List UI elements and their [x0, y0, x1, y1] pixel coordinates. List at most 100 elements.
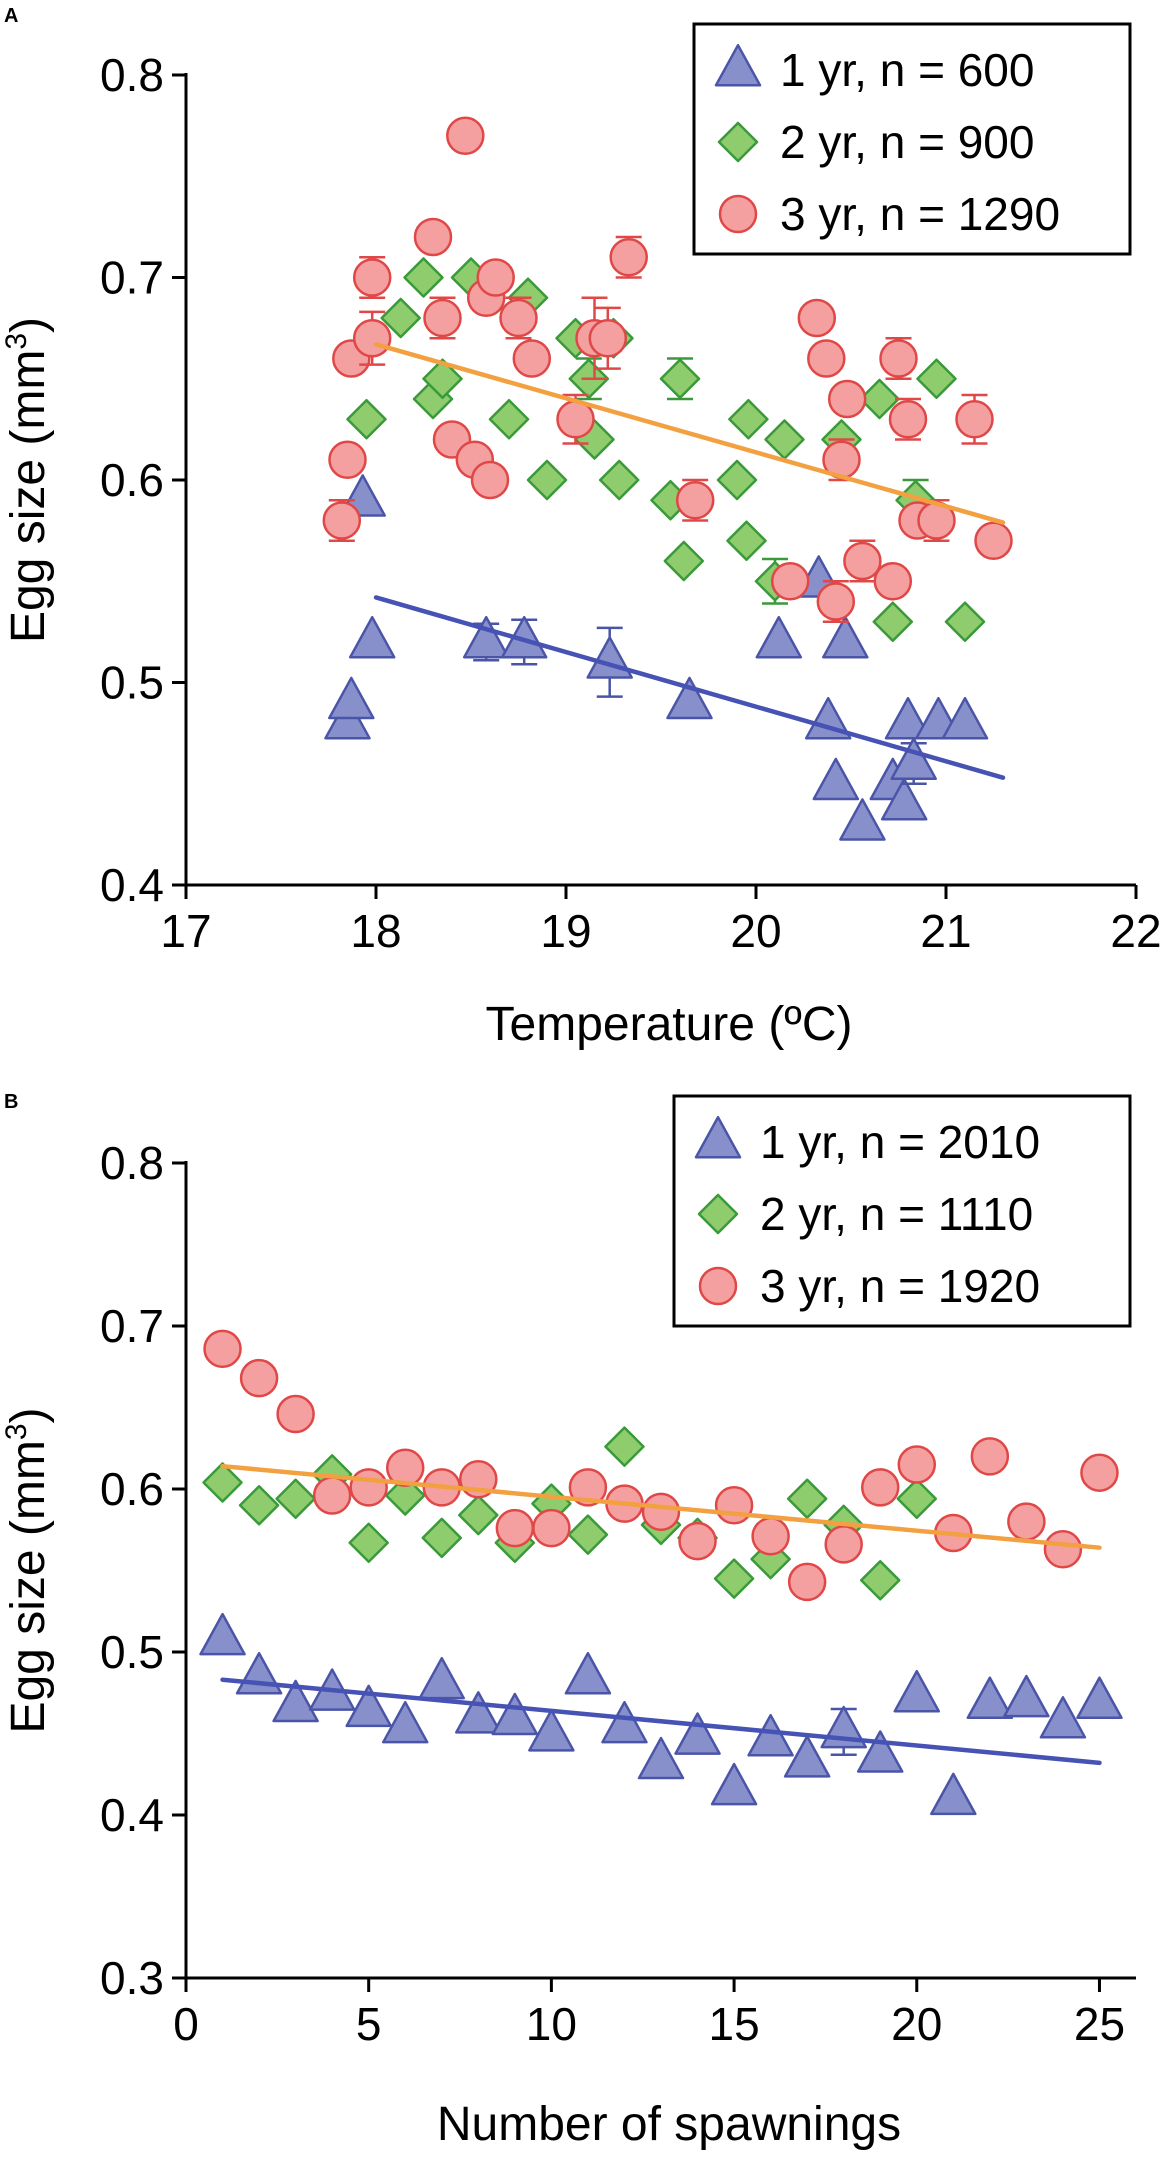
data-point-circle: [751, 1517, 790, 1556]
data-point-circle: [352, 258, 392, 297]
data-point-triangle: [710, 1762, 758, 1806]
data-point-circle: [385, 1448, 425, 1488]
data-point-circle: [860, 1468, 900, 1507]
legend-box: [692, 22, 1132, 256]
x-tick-label: 17: [160, 905, 211, 957]
data-point-circle: [532, 1508, 571, 1548]
panel-a: A 0.4 0.5 0.6 0.7 0.8 17 18 19 20 21 22 Temperature …: [0, 5, 1162, 1051]
x-tick-label: 15: [708, 1998, 759, 2050]
data-point-triangle: [528, 1709, 575, 1752]
y-tick-label: 0.3: [100, 1952, 164, 2004]
data-point-circle: [352, 319, 392, 358]
data-point-circle: [641, 1492, 681, 1532]
data-point-circle: [322, 501, 362, 540]
data-point-circle: [787, 1562, 827, 1602]
trend-line-1-yr: [220, 1677, 1102, 1766]
data-point-circle: [873, 562, 913, 601]
data-point-diamond: [604, 1426, 645, 1467]
data-point-triangle: [601, 1700, 648, 1744]
y-tick-label: 0.7: [100, 252, 164, 304]
data-point-circle: [714, 1486, 754, 1525]
data-point-circle: [588, 319, 628, 358]
y-axis-label-close: ): [2, 1407, 55, 1423]
data-point-circle: [609, 238, 648, 277]
data-point-circle: [897, 1445, 937, 1484]
data-point-triangle: [966, 1676, 1014, 1719]
data-point-triangle: [462, 615, 510, 659]
y-tick-label: 0.8: [100, 49, 164, 101]
data-point-diamond: [786, 1478, 828, 1520]
data-point-triangle: [839, 798, 886, 841]
x-tick-label: 18: [350, 905, 401, 957]
data-point-diamond: [380, 297, 421, 339]
data-point-triangle: [235, 1652, 283, 1695]
data-point-triangle: [804, 696, 852, 740]
data-point-triangle: [1076, 1676, 1123, 1719]
x-tick-label: 10: [526, 1998, 577, 2050]
panel-b: B 0.3 0.4 0.5 0.6 0.7 0.8 0 5 10 15 20 25 Number of s…: [0, 1091, 1136, 2151]
y-axis-label: Egg size (mm3): [0, 317, 55, 643]
data-point-diamond: [896, 1478, 938, 1520]
panel-label: A: [4, 5, 18, 27]
legend-marker-diamond: [697, 1193, 739, 1235]
data-point-circle: [203, 1329, 242, 1369]
data-point-triangle: [880, 777, 928, 821]
data-point-diamond: [488, 399, 530, 440]
data-point-circle: [770, 562, 810, 601]
data-point-circle: [1007, 1502, 1046, 1541]
data-point-triangle: [455, 1691, 502, 1734]
data-point-diamond: [458, 1494, 499, 1536]
data-point-diamond: [403, 257, 444, 298]
data-point-diamond: [859, 1560, 901, 1601]
data-point-diamond: [202, 1462, 243, 1503]
x-tick-label: 5: [356, 1998, 382, 2050]
data-point-triangle: [491, 1692, 539, 1736]
data-point-diamond: [238, 1485, 280, 1526]
data-point-diamond: [716, 459, 758, 501]
data-point-triangle: [884, 696, 932, 740]
data-point-diamond: [422, 358, 463, 399]
legend-label: 1 yr, n = 600: [780, 44, 1034, 96]
legend-label: 3 yr, n = 1920: [760, 1260, 1040, 1312]
data-point-circle: [312, 1476, 352, 1515]
x-tick-label: 20: [730, 905, 781, 957]
data-point-diamond: [663, 540, 705, 582]
data-point-circle: [499, 298, 538, 338]
y-axis-label-close: ): [2, 317, 55, 333]
series-1-yr: [324, 474, 989, 841]
data-point-triangle: [747, 1713, 794, 1757]
data-point-triangle: [381, 1700, 429, 1744]
series-2-yr: [202, 1426, 938, 1601]
data-point-circle: [955, 400, 994, 439]
y-tick-label: 0.6: [100, 454, 164, 506]
data-point-circle: [512, 339, 552, 378]
data-point-triangle: [637, 1736, 685, 1780]
y-tick-label: 0.8: [100, 1137, 164, 1189]
y-tick-label: 0.4: [100, 1789, 164, 1841]
data-point-triangle: [1003, 1674, 1050, 1718]
legend-marker-triangle: [714, 43, 762, 87]
legend-marker-circle: [698, 1266, 738, 1306]
data-point-diamond: [728, 399, 769, 440]
data-point-triangle: [272, 1679, 319, 1723]
data-point-triangle: [812, 757, 860, 801]
data-point-triangle: [893, 1669, 941, 1713]
data-point-circle: [807, 339, 846, 378]
legend: 1 yr, n = 2010 2 yr, n = 1110 3 yr, n = 19…: [672, 1094, 1132, 1328]
data-point-circle: [476, 258, 515, 297]
data-point-triangle: [856, 1730, 904, 1773]
data-point-triangle: [666, 676, 713, 720]
data-point-triangle: [674, 1712, 721, 1755]
data-point-circle: [470, 460, 510, 500]
data-point-diamond: [598, 459, 640, 501]
data-point-diamond: [944, 601, 986, 642]
x-tick-label: 21: [920, 905, 971, 957]
data-point-diamond: [346, 399, 387, 440]
series-1-yr: [199, 1612, 1123, 1816]
data-point-circle: [675, 481, 715, 520]
x-axis-label: Number of spawnings: [437, 2098, 901, 2151]
panel-label: B: [4, 1091, 18, 1113]
data-point-diamond: [526, 459, 568, 501]
data-point-triangle: [941, 696, 989, 740]
data-point-diamond: [348, 1522, 389, 1564]
